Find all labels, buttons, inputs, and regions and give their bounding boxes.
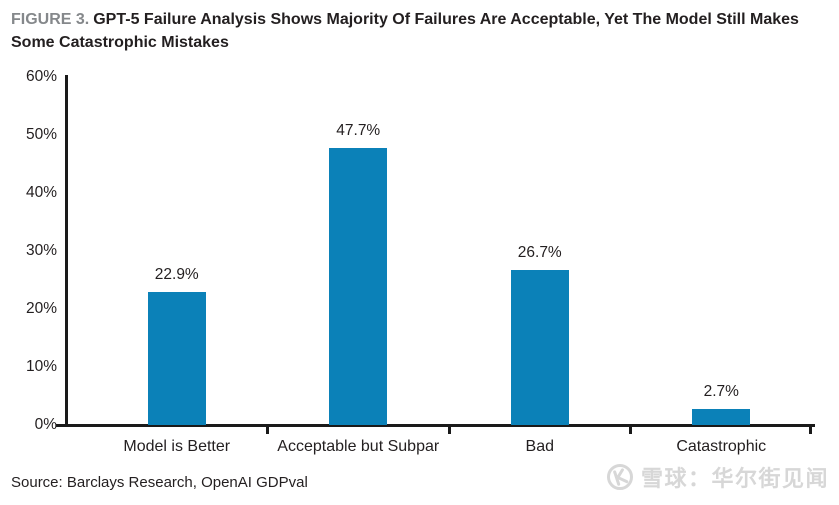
figure-title: FIGURE 3. GPT-5 Failure Analysis Shows Ma… [11, 8, 823, 54]
figure-title-text: GPT-5 Failure Analysis Shows Majority Of… [11, 11, 799, 51]
y-tick-label: 50% [25, 126, 57, 143]
category-label: Model is Better [123, 438, 231, 455]
watermark-text: 雪球：华尔街见闻 [640, 466, 829, 491]
bar-value-label: 47.7% [336, 122, 381, 140]
bar-value-label: 2.7% [703, 383, 739, 401]
y-tick-label: 10% [25, 358, 57, 375]
figure-number-label: FIGURE 3. [11, 11, 90, 28]
bar [147, 292, 206, 425]
y-tick-label: 30% [25, 242, 57, 259]
bar-value-label: 22.9% [154, 266, 199, 284]
bar [510, 270, 569, 425]
y-tick-label: 0% [34, 416, 57, 433]
watermark: 雪球：华尔街见闻 [606, 461, 829, 493]
bar [692, 409, 751, 425]
x-axis-tick [266, 424, 269, 434]
x-axis-tick [809, 424, 812, 434]
y-tick-label: 20% [25, 300, 57, 317]
source-note: Source: Barclays Research, OpenAI GDPval [11, 474, 308, 491]
y-tick-label: 60% [25, 68, 57, 85]
bar [329, 148, 388, 425]
y-tick-label: 40% [25, 184, 57, 201]
x-axis-tick [629, 424, 632, 434]
category-label: Bad [525, 438, 554, 455]
y-axis-line [65, 75, 68, 427]
category-label: Acceptable but Subpar [277, 438, 440, 455]
category-label: Catastrophic [676, 438, 767, 455]
bar-value-label: 26.7% [517, 244, 562, 262]
x-axis-line [56, 424, 815, 427]
x-axis-tick [447, 424, 451, 434]
xueqiu-logo-icon [606, 464, 633, 490]
